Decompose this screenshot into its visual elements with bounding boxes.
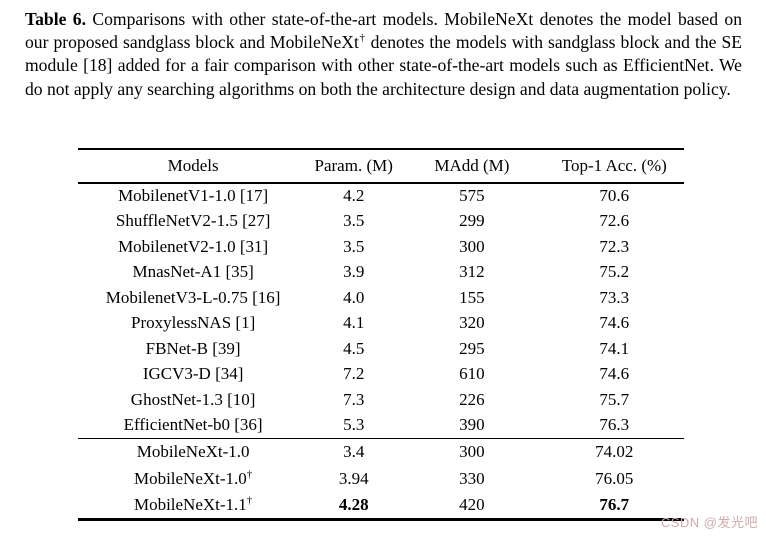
cell-param: 7.2 — [343, 364, 365, 384]
table-row: FBNet-B [39] 4.5 295 74.1 — [78, 336, 684, 362]
cell-madd: 312 — [459, 262, 485, 282]
table-caption: Table 6. Comparisons with other state-of… — [25, 8, 742, 101]
cell-model: IGCV3-D [34] — [142, 364, 244, 384]
dagger-symbol: † — [358, 32, 366, 45]
cell-madd: 299 — [459, 211, 485, 231]
csdn-watermark: CSDN @发光吧 — [660, 515, 758, 530]
cell-param: 7.3 — [343, 389, 365, 409]
cell-acc: 76.05 — [595, 468, 634, 488]
dagger-symbol: † — [246, 467, 253, 480]
cell-model: MobilenetV1-1.0 [17] — [118, 186, 269, 206]
cell-model: MobileNeXt-1.0† — [78, 465, 308, 492]
cell-model: MobilenetV2-1.0 [31] — [118, 236, 269, 256]
cell-acc: 70.6 — [599, 186, 630, 206]
cell-acc: 75.2 — [599, 262, 630, 282]
table-row: GhostNet-1.3 [10] 7.3 226 75.7 — [78, 387, 684, 413]
cell-model: MobilenetV3-L-0.75 [16] — [105, 287, 281, 307]
mobilenext-models-group: MobileNeXt-1.0 3.4 300 74.02 MobileNeXt-… — [78, 438, 684, 519]
cell-madd: 226 — [459, 389, 485, 409]
cell-madd: 420 — [459, 494, 485, 514]
cell-acc: 74.6 — [599, 364, 630, 384]
cell-acc: 72.3 — [599, 236, 630, 256]
cell-param: 4.28 — [338, 494, 369, 514]
col-header-param: Param. (M) — [314, 156, 393, 175]
cell-acc: 74.02 — [595, 441, 634, 461]
model-name: MobileNeXt-1.0 — [133, 468, 247, 488]
cell-madd: 300 — [459, 441, 485, 461]
cell-model: EfficientNet-b0 [36] — [123, 415, 263, 434]
cell-madd: 390 — [459, 415, 485, 434]
col-header-madd: MAdd (M) — [434, 156, 510, 175]
table-row: IGCV3-D [34] 7.2 610 74.6 — [78, 362, 684, 388]
cell-acc: 74.1 — [599, 338, 630, 358]
col-header-acc: Top-1 Acc. (%) — [561, 156, 667, 175]
cell-model: MnasNet-A1 [35] — [132, 262, 254, 282]
caption-text-part1: Comparisons with other state-of-the-art … — [25, 9, 743, 53]
cell-acc: 73.3 — [599, 287, 630, 307]
table-row: MnasNet-A1 [35] 3.9 312 75.2 — [78, 260, 684, 286]
caption-label: Table 6. — [25, 9, 86, 29]
table-row: MobilenetV2-1.0 [31] 3.5 300 72.3 — [78, 234, 684, 260]
caption-text-part2: denotes the models with sandglass block … — [25, 32, 742, 99]
cell-madd: 300 — [459, 236, 485, 256]
cell-param: 4.0 — [343, 287, 365, 307]
cell-param: 5.3 — [343, 415, 365, 434]
cell-acc: 74.6 — [599, 313, 630, 333]
cell-acc: 76.7 — [599, 494, 630, 514]
model-name: MobileNeXt-1.0 — [136, 441, 250, 461]
cell-madd: 610 — [459, 364, 485, 384]
dagger-symbol: † — [246, 494, 253, 507]
cell-param: 4.1 — [343, 313, 365, 333]
cell-madd: 320 — [459, 313, 485, 333]
model-name: MobileNeXt-1.1 — [133, 494, 247, 514]
sota-models-group: MobilenetV1-1.0 [17] 4.2 575 70.6 Shuffl… — [78, 183, 684, 438]
cell-param: 4.2 — [343, 186, 365, 206]
cell-param: 3.9 — [343, 262, 365, 282]
cell-model: ShuffleNetV2-1.5 [27] — [115, 211, 271, 231]
table-header: Models Param. (M) MAdd (M) Top-1 Acc. (%… — [78, 149, 684, 183]
table-row: MobilenetV1-1.0 [17] 4.2 575 70.6 — [78, 183, 684, 209]
cell-model: MobileNeXt-1.0 — [78, 438, 308, 465]
cell-acc: 76.3 — [599, 415, 630, 434]
table-row: ProxylessNAS [1] 4.1 320 74.6 — [78, 311, 684, 337]
cell-acc: 72.6 — [599, 211, 630, 231]
cell-param: 4.5 — [343, 338, 365, 358]
cell-model: MobileNeXt-1.1† — [78, 492, 308, 519]
cell-madd: 330 — [459, 468, 485, 488]
table-row: ShuffleNetV2-1.5 [27] 3.5 299 72.6 — [78, 209, 684, 235]
cell-param: 3.5 — [343, 236, 365, 256]
table-row: MobileNeXt-1.1† 4.28 420 76.7 — [78, 492, 684, 519]
cell-acc: 75.7 — [599, 389, 630, 409]
col-header-models: Models — [167, 156, 219, 175]
cell-madd: 295 — [459, 338, 485, 358]
cell-param: 3.4 — [343, 441, 365, 461]
cell-param: 3.94 — [338, 468, 369, 488]
cell-param: 3.5 — [343, 211, 365, 231]
cell-madd: 155 — [459, 287, 485, 307]
table-row: MobileNeXt-1.0 3.4 300 74.02 — [78, 438, 684, 465]
comparison-table: Models Param. (M) MAdd (M) Top-1 Acc. (%… — [78, 148, 684, 521]
table-row: MobileNeXt-1.0† 3.94 330 76.05 — [78, 465, 684, 492]
table-row: EfficientNet-b0 [36] 5.3 390 76.3 — [78, 413, 684, 439]
table-row: MobilenetV3-L-0.75 [16] 4.0 155 73.3 — [78, 285, 684, 311]
cell-model: GhostNet-1.3 [10] — [130, 389, 256, 409]
cell-model: ProxylessNAS [1] — [131, 313, 256, 333]
cell-model: FBNet-B [39] — [145, 338, 241, 358]
header-row: Models Param. (M) MAdd (M) Top-1 Acc. (%… — [78, 149, 684, 183]
cell-madd: 575 — [459, 186, 485, 206]
